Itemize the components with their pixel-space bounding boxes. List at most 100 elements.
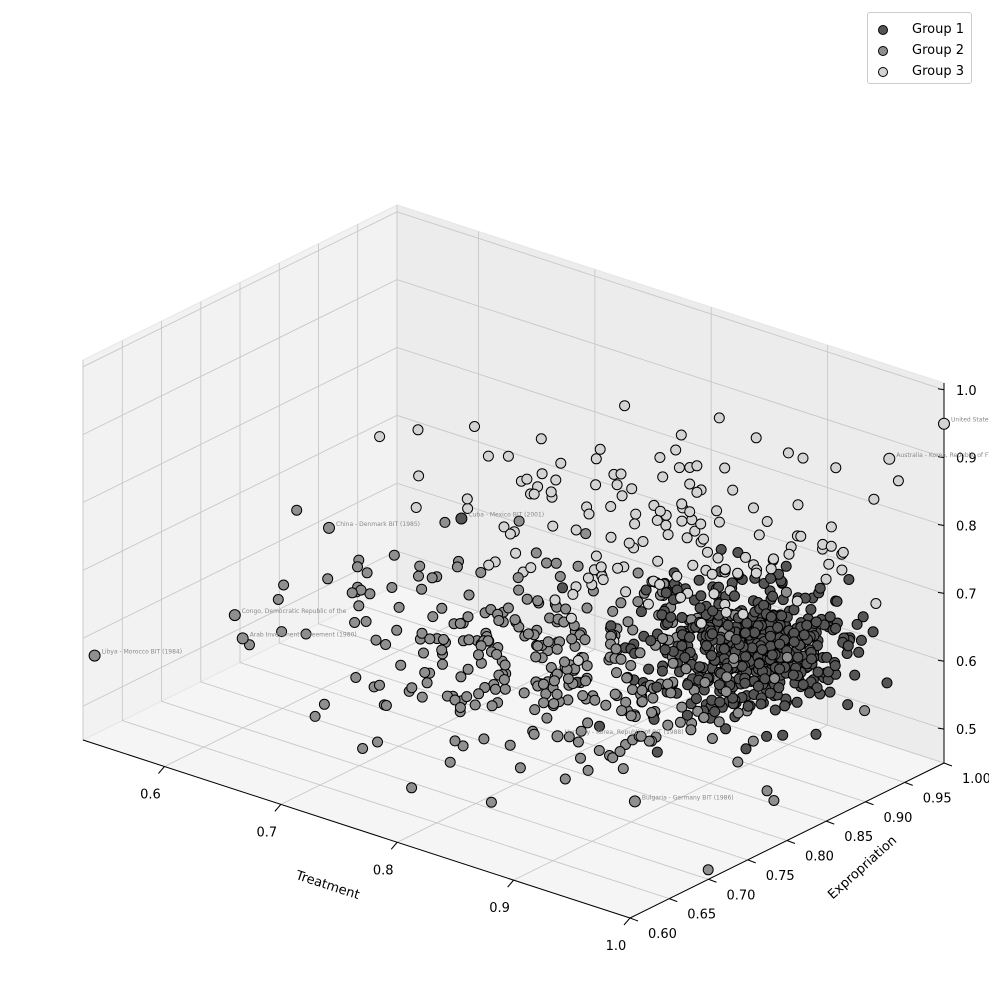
y-tick: [747, 859, 756, 864]
scatter-point: [857, 611, 869, 623]
scatter-point: [509, 614, 521, 626]
scatter-point: [774, 663, 786, 675]
scatter-point: [536, 468, 548, 480]
z-tick-label: 0.9: [956, 452, 977, 467]
scatter-point: [675, 591, 687, 603]
gridline-y: [200, 301, 748, 861]
scatter-point: [780, 560, 792, 572]
scatter-point: [938, 417, 950, 430]
scatter-point: [640, 584, 652, 596]
scatter-point: [727, 692, 739, 704]
scatter-point: [590, 453, 602, 465]
y-tick-label: 0.85: [844, 830, 873, 845]
scatter-point: [528, 728, 540, 740]
scatter-point: [671, 570, 683, 582]
scatter-point: [463, 589, 475, 601]
scatter-point: [708, 588, 720, 600]
scatter-point: [792, 651, 804, 663]
scatter-point: [595, 561, 607, 573]
scatter-point: [829, 660, 841, 672]
scatter-point: [580, 675, 592, 687]
scatter-point: [849, 669, 861, 681]
scatter-point: [499, 659, 511, 671]
scatter-point: [361, 567, 373, 579]
scatter-point: [718, 643, 730, 655]
scatter-point: [575, 725, 587, 737]
scatter-point: [694, 661, 706, 673]
scatter-point: [582, 764, 594, 776]
z-tick-label: 0.6: [956, 655, 977, 670]
scatter-point: [836, 564, 848, 576]
scatter-point: [391, 624, 403, 636]
scatter-point: [728, 652, 740, 664]
point-annotation: Hungary - Korea, Republic of BIT (1988): [565, 729, 684, 736]
scatter-point: [792, 499, 804, 511]
scatter-point: [350, 672, 362, 683]
y-tick-label: 0.75: [766, 869, 795, 884]
scatter-point: [512, 572, 524, 584]
scatter-point: [451, 561, 463, 573]
scatter-point: [504, 739, 516, 751]
scatter-point: [720, 686, 732, 698]
scatter-point: [765, 563, 777, 575]
scatter-point: [662, 719, 674, 731]
scatter-point: [769, 673, 780, 684]
x-tick-label: 0.8: [373, 863, 394, 878]
scatter-point: [667, 657, 679, 669]
scatter-point: [681, 532, 693, 544]
legend: Group 1 Group 2 Group 3: [867, 12, 972, 84]
scatter-point: [590, 550, 602, 562]
scatter-point: [530, 547, 542, 559]
scatter-point: [617, 763, 629, 775]
x-tick: [274, 804, 282, 812]
scatter-point: [787, 669, 799, 681]
scatter-point: [706, 733, 718, 744]
scatter-point: [469, 421, 480, 432]
scatter-point: [551, 688, 563, 700]
x-tick-label: 0.6: [140, 788, 161, 803]
scatter-point: [554, 571, 566, 582]
scatter-point: [811, 682, 823, 694]
scatter-point: [670, 444, 682, 456]
scatter-point: [622, 616, 634, 628]
scatter-point: [502, 450, 514, 462]
scatter-point: [626, 483, 638, 495]
scatter-point: [485, 796, 497, 808]
scatter-point: [651, 681, 663, 693]
scatter-point: [563, 731, 575, 743]
legend-item-group-1: Group 1: [868, 21, 971, 41]
scatter-point: [549, 594, 561, 606]
scatter-point: [756, 644, 768, 656]
scatter-point: [502, 602, 514, 614]
scatter-point: [635, 730, 647, 742]
scatter-point: [559, 773, 571, 785]
scatter-point: [781, 651, 793, 663]
scatter-point: [740, 551, 751, 563]
scatter-point: [892, 475, 904, 487]
scatter-point: [707, 605, 719, 617]
y-tick-label: 0.65: [687, 908, 716, 923]
scatter-point: [659, 644, 671, 656]
scatter-point: [555, 457, 567, 469]
scatter-point: [548, 698, 560, 710]
axis-panes: [81, 204, 946, 919]
scatter-point: [593, 745, 605, 756]
scatter-point: [822, 666, 834, 678]
scatter-point: [609, 688, 621, 700]
scatter-point: [436, 602, 448, 614]
scatter-point: [645, 635, 657, 647]
x-tick: [623, 917, 631, 926]
legend-label-group-1: Group 1: [912, 22, 964, 37]
scatter-point: [504, 528, 516, 540]
scatter-point: [752, 680, 764, 692]
scatter-point: [559, 656, 570, 668]
x-axis-title: Treatment: [293, 868, 362, 903]
scatter-point: [475, 567, 487, 578]
scatter-point: [765, 630, 776, 642]
scatter-point: [774, 638, 786, 650]
scatter-point: [721, 671, 733, 683]
scatter-point: [444, 756, 456, 768]
scatter-point: [360, 616, 372, 627]
x-tick-label: 0.9: [489, 901, 510, 916]
scatter-point: [870, 598, 882, 609]
